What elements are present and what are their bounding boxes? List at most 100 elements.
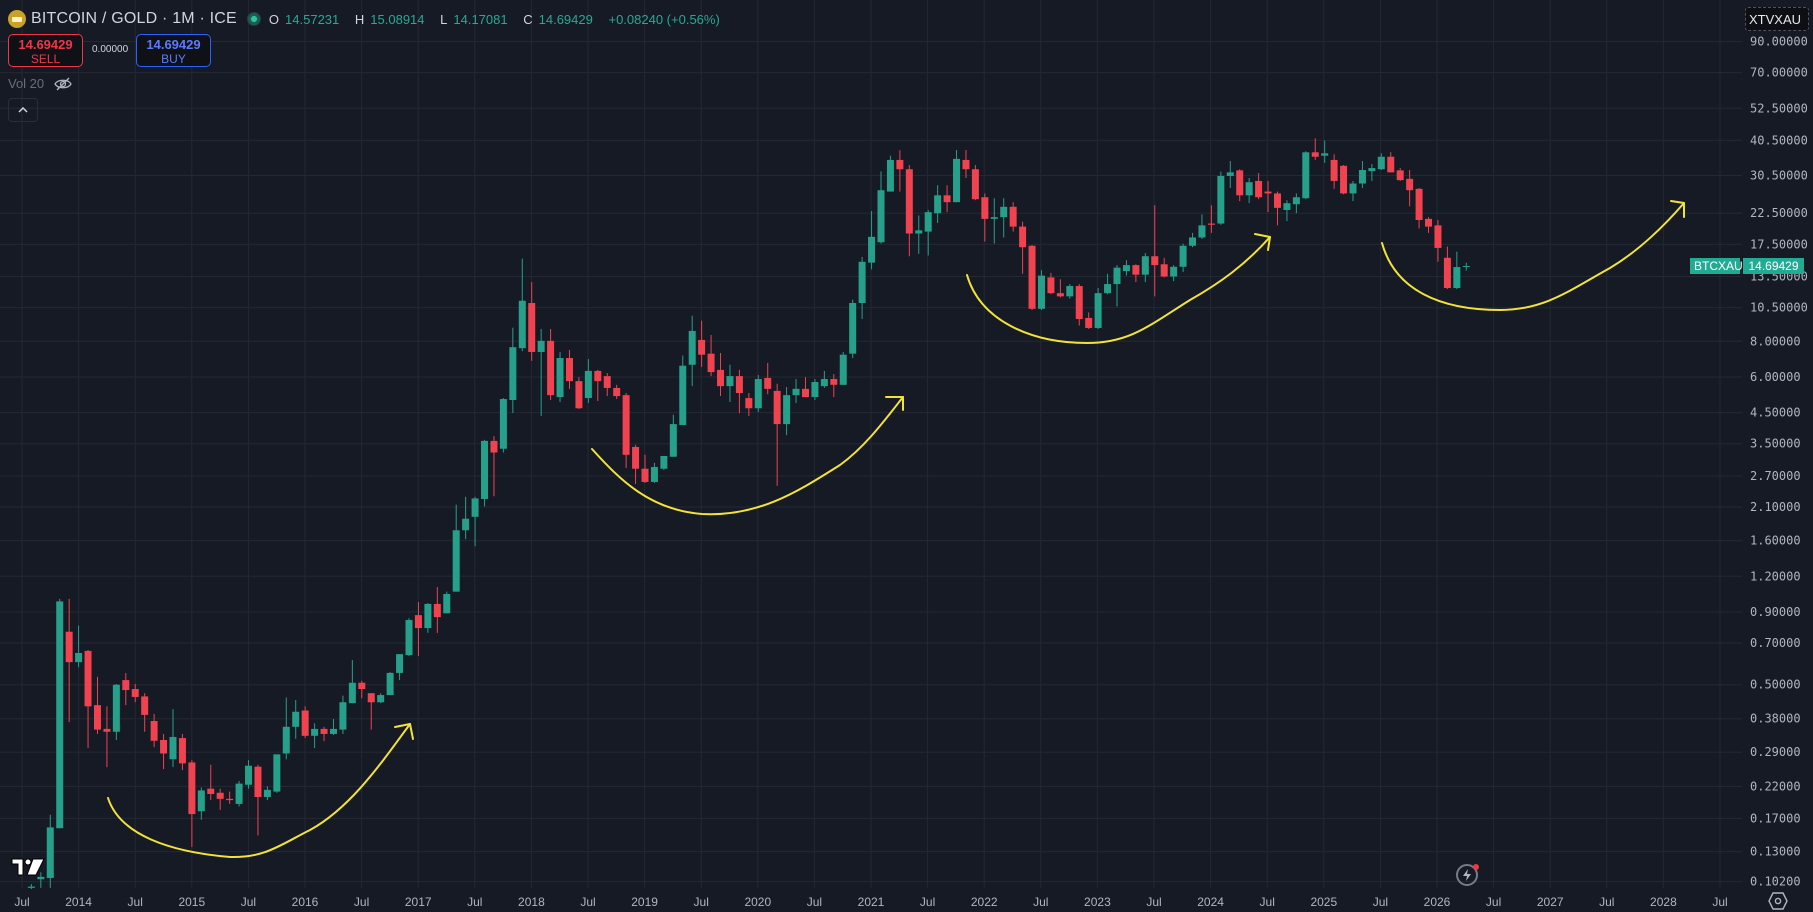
market-status-icon[interactable] bbox=[246, 12, 261, 26]
candle bbox=[886, 155, 894, 192]
candle bbox=[1141, 253, 1149, 283]
annotation-arc-3 bbox=[966, 236, 1271, 344]
candle bbox=[1368, 163, 1376, 181]
candle bbox=[396, 654, 404, 681]
candle bbox=[1151, 205, 1159, 297]
candle bbox=[556, 351, 564, 403]
candle bbox=[528, 282, 536, 361]
candle bbox=[1358, 161, 1366, 188]
eye-hidden-icon[interactable] bbox=[54, 77, 72, 91]
time-tick-label: Jul bbox=[241, 895, 256, 909]
time-tick-label: 2015 bbox=[178, 895, 205, 909]
time-tick-label: 2027 bbox=[1537, 895, 1564, 909]
candle bbox=[169, 709, 177, 768]
time-tick-label: Jul bbox=[580, 895, 595, 909]
candle bbox=[877, 171, 885, 244]
candle bbox=[613, 384, 621, 400]
time-tick-label: Jul bbox=[1599, 895, 1614, 909]
candle bbox=[849, 299, 857, 359]
candle bbox=[1009, 202, 1017, 232]
candle bbox=[1245, 178, 1253, 204]
candle bbox=[1302, 151, 1310, 200]
change-value: +0.08240 (+0.56%) bbox=[608, 11, 720, 27]
candle bbox=[65, 598, 73, 723]
time-tick-label: 2024 bbox=[1197, 895, 1224, 909]
annotation-arrowhead-3 bbox=[1254, 233, 1271, 251]
candle bbox=[367, 693, 375, 730]
high-label: H bbox=[354, 11, 365, 27]
volume-indicator[interactable]: Vol 20 bbox=[8, 76, 72, 91]
annotation-arrowhead-2 bbox=[885, 396, 904, 411]
price-axis[interactable]: 90.00000 70.00000 52.50000 40.50000 30.50000… bbox=[1750, 35, 1808, 889]
candle bbox=[745, 393, 753, 416]
candle bbox=[953, 149, 961, 203]
time-tick-label: 2022 bbox=[971, 895, 998, 909]
candle bbox=[1226, 161, 1234, 188]
candle bbox=[1037, 270, 1045, 311]
candle bbox=[934, 185, 942, 223]
price-tick-label: 0.22000 bbox=[1750, 779, 1801, 793]
candle bbox=[1434, 220, 1442, 262]
time-tick-label: Jul bbox=[1146, 895, 1161, 909]
ohlc-values: O 14.57231 H 15.08914 L 14.17081 C 14.69429 … bbox=[269, 12, 726, 27]
candle bbox=[1406, 169, 1414, 207]
candle bbox=[962, 149, 970, 179]
candle bbox=[783, 387, 791, 436]
price-tick-label: 2.70000 bbox=[1750, 469, 1801, 483]
time-axis[interactable]: Jul 2014 Jul 2015 Jul 2016 Jul 2017 Jul 2018 Jul 20… bbox=[14, 895, 1727, 909]
candle bbox=[1179, 243, 1187, 272]
tradingview-logo[interactable] bbox=[11, 857, 45, 877]
buy-label: BUY bbox=[161, 52, 186, 66]
candle bbox=[481, 439, 489, 507]
last-price-symbol-tag: BTCXAU bbox=[1690, 258, 1743, 274]
time-tick-label: Jul bbox=[1486, 895, 1501, 909]
candle bbox=[509, 327, 517, 414]
drawing-annotations[interactable] bbox=[107, 200, 1685, 859]
candle bbox=[698, 320, 706, 367]
candle bbox=[311, 723, 319, 748]
candle bbox=[245, 760, 253, 789]
candle bbox=[1425, 217, 1433, 233]
candle bbox=[84, 649, 92, 748]
candle bbox=[37, 872, 45, 888]
compare-symbol-box[interactable]: XTVXAU bbox=[1745, 7, 1809, 31]
candle bbox=[537, 328, 545, 416]
chart-legend-header: BITCOIN / GOLD · 1M · ICE O 14.57231 H 15.… bbox=[8, 8, 726, 30]
sell-button[interactable]: 14.69429 SELL bbox=[8, 34, 83, 67]
candle bbox=[754, 375, 762, 413]
time-tick-label: 2016 bbox=[292, 895, 319, 909]
candle bbox=[414, 602, 422, 657]
candle bbox=[1085, 312, 1093, 329]
candle bbox=[131, 683, 139, 703]
buy-button[interactable]: 14.69429 BUY bbox=[136, 34, 211, 67]
low-value: 14.17081 bbox=[453, 11, 508, 27]
candle bbox=[1217, 171, 1225, 225]
collapse-legend-button[interactable] bbox=[8, 98, 38, 122]
candle bbox=[178, 733, 186, 771]
quick-actions-button[interactable] bbox=[1456, 864, 1478, 886]
candle bbox=[603, 373, 611, 397]
symbol-title[interactable]: BITCOIN / GOLD · 1M · ICE bbox=[31, 10, 237, 27]
annotation-arc-2 bbox=[591, 396, 904, 516]
time-tick-label: Jul bbox=[128, 895, 143, 909]
candle bbox=[1292, 193, 1300, 214]
candle bbox=[235, 780, 243, 807]
price-tick-label: 30.50000 bbox=[1750, 169, 1808, 183]
low-label: L bbox=[440, 11, 448, 27]
candles bbox=[27, 138, 1470, 890]
open-value: 14.57231 bbox=[285, 11, 340, 27]
buy-price: 14.69429 bbox=[146, 37, 201, 52]
settings-icon[interactable] bbox=[1768, 892, 1788, 910]
candle bbox=[1283, 200, 1291, 222]
candle bbox=[641, 454, 649, 483]
candle bbox=[1311, 138, 1319, 160]
time-tick-label: Jul bbox=[1373, 895, 1388, 909]
candle bbox=[764, 362, 772, 395]
candle bbox=[329, 719, 337, 736]
candle bbox=[1047, 272, 1055, 295]
candle bbox=[150, 713, 158, 748]
time-tick-label: 2020 bbox=[744, 895, 771, 909]
candle bbox=[1066, 284, 1074, 299]
price-tick-label: 2.10000 bbox=[1750, 500, 1801, 514]
